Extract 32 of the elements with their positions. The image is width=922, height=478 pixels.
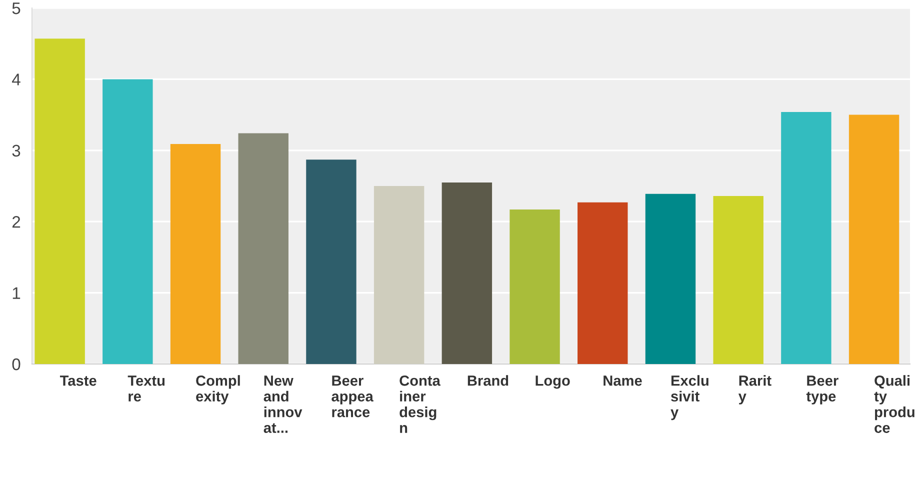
bar xyxy=(578,202,628,364)
bar xyxy=(781,112,832,364)
x-tick-label: Brand xyxy=(468,375,508,386)
x-tick-label: Name xyxy=(604,376,642,386)
bar xyxy=(442,182,492,364)
x-tick-label: Beer appea rance xyxy=(332,376,374,418)
bar xyxy=(238,133,288,364)
y-tick-label: 2 xyxy=(12,216,20,228)
x-tick-label: Logo xyxy=(536,376,570,389)
bar xyxy=(848,114,900,364)
bar xyxy=(102,79,153,364)
y-tick-label: 3 xyxy=(12,144,20,157)
y-tick-label: 4 xyxy=(12,74,20,86)
y-tick-label: 1 xyxy=(12,287,20,299)
bar xyxy=(510,209,560,364)
x-tick-label: Beer type xyxy=(806,376,838,404)
x-tick-label: Exclu sivit y xyxy=(670,375,708,420)
x-tick-label: Textu re xyxy=(128,376,165,402)
x-tick-label: Quali ty produ ce xyxy=(874,375,914,433)
bar xyxy=(374,186,424,364)
x-tick-label: Compl exity xyxy=(196,375,240,404)
x-tick-label: New and innov at... xyxy=(264,376,302,433)
bar xyxy=(713,196,764,364)
y-tick-label: 5 xyxy=(12,2,20,14)
y-tick-label: 0 xyxy=(12,358,20,370)
bar xyxy=(645,194,696,364)
x-tick-label: Taste xyxy=(60,376,96,386)
bar xyxy=(34,38,85,364)
bar xyxy=(306,160,356,364)
x-tick-label: Conta iner desig n xyxy=(400,375,440,433)
bar xyxy=(170,144,221,364)
x-tick-label: Rarit y xyxy=(738,375,772,404)
